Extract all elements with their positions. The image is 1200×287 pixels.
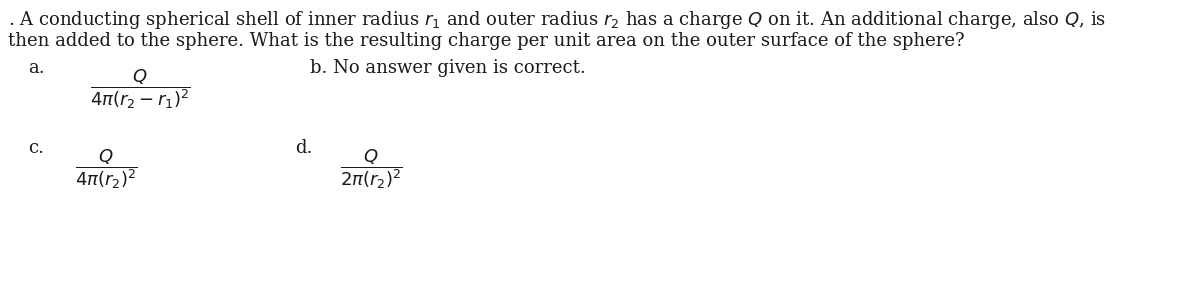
Text: $\dfrac{Q}{4\pi(r_2 - r_1)^2}$: $\dfrac{Q}{4\pi(r_2 - r_1)^2}$ bbox=[90, 67, 191, 111]
Text: . A conducting spherical shell of inner radius $r_1$ and outer radius $r_2$ has : . A conducting spherical shell of inner … bbox=[8, 9, 1106, 31]
Text: $\dfrac{Q}{4\pi(r_2)^2}$: $\dfrac{Q}{4\pi(r_2)^2}$ bbox=[74, 147, 138, 191]
Text: c.: c. bbox=[28, 139, 44, 157]
Text: a.: a. bbox=[28, 59, 44, 77]
Text: $\dfrac{Q}{2\pi(r_2)^2}$: $\dfrac{Q}{2\pi(r_2)^2}$ bbox=[340, 147, 403, 191]
Text: d.: d. bbox=[295, 139, 312, 157]
Text: then added to the sphere. What is the resulting charge per unit area on the oute: then added to the sphere. What is the re… bbox=[8, 32, 965, 50]
Text: b. No answer given is correct.: b. No answer given is correct. bbox=[310, 59, 586, 77]
